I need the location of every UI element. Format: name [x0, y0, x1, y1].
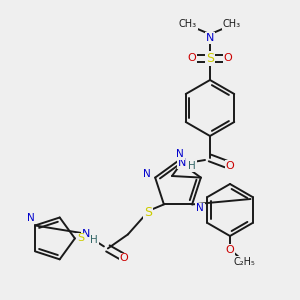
Text: H: H — [188, 161, 196, 171]
Text: S: S — [77, 233, 85, 243]
Text: S: S — [206, 52, 214, 64]
Text: C₂H₅: C₂H₅ — [233, 257, 255, 267]
Text: O: O — [119, 254, 128, 263]
Text: N: N — [143, 169, 151, 178]
Text: N: N — [206, 33, 214, 43]
Text: O: O — [226, 161, 234, 171]
Text: N: N — [176, 149, 184, 159]
Text: N: N — [196, 203, 204, 213]
Text: N: N — [82, 230, 90, 239]
Text: N: N — [178, 158, 186, 168]
Text: CH₃: CH₃ — [179, 19, 197, 29]
Text: O: O — [224, 53, 232, 63]
Text: S: S — [144, 206, 152, 219]
Text: O: O — [188, 53, 196, 63]
Text: H: H — [90, 236, 98, 245]
Text: CH₃: CH₃ — [223, 19, 241, 29]
Text: N: N — [27, 214, 35, 224]
Text: O: O — [226, 245, 234, 255]
